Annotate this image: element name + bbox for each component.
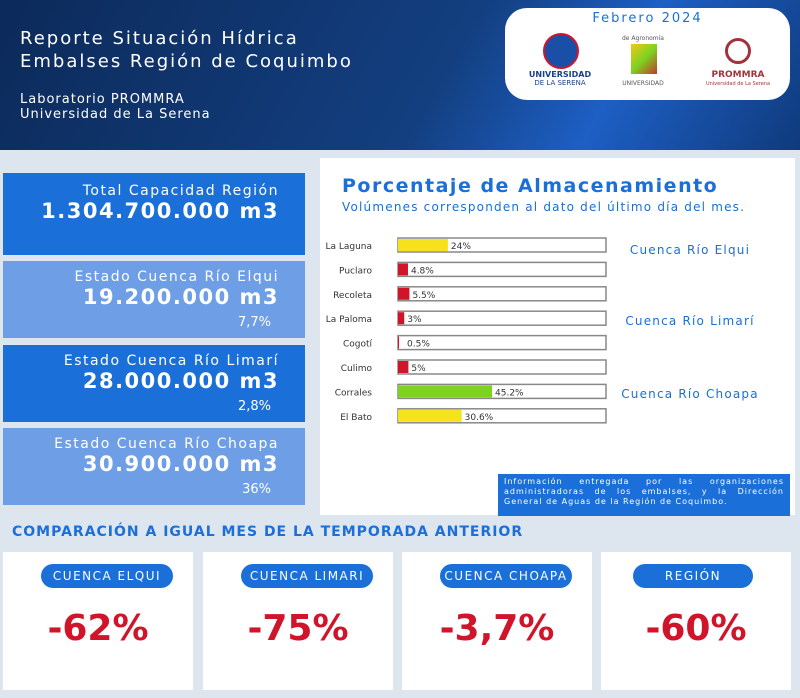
logo-icon bbox=[631, 44, 657, 74]
bar bbox=[398, 361, 409, 373]
value-label: 24% bbox=[451, 242, 471, 252]
value-label: 45.2% bbox=[495, 388, 524, 398]
chart-panel: Porcentaje de Almacenamiento Volúmenes co… bbox=[320, 158, 795, 516]
summary-label: Total Capacidad Región bbox=[82, 183, 279, 199]
category-label: La Laguna bbox=[325, 242, 372, 252]
comparison-card: REGIÓN -60% bbox=[601, 552, 791, 690]
logo-text: UNIVERSIDAD bbox=[622, 80, 664, 87]
summary-label: Estado Cuenca Río Choapa bbox=[54, 436, 279, 452]
summary-label: Estado Cuenca Río Elqui bbox=[74, 269, 279, 285]
bar bbox=[398, 336, 400, 349]
bar bbox=[398, 287, 410, 300]
pill: CUENCA LIMARI bbox=[241, 564, 373, 588]
category-label: La Paloma bbox=[326, 315, 372, 325]
note: Información entregada por las organizaci… bbox=[498, 474, 790, 516]
summary-box: Estado Cuenca Río Choapa 30.900.000 m3 36% bbox=[3, 428, 305, 505]
org: Universidad de La Serena bbox=[20, 107, 211, 122]
summary-percent: 2,8% bbox=[237, 399, 271, 414]
logo-text: de Agronomía bbox=[622, 35, 664, 42]
summary-value: 28.000.000 m3 bbox=[82, 369, 279, 393]
bar bbox=[398, 385, 493, 398]
pill: CUENCA ELQUI bbox=[41, 564, 173, 588]
org: Laboratorio PROMMRA bbox=[20, 92, 185, 107]
category-label: Cogotí bbox=[343, 340, 373, 350]
summary-box: Total Capacidad Región 1.304.700.000 m3 bbox=[3, 173, 305, 255]
chart-title: Porcentaje de Almacenamiento bbox=[342, 175, 718, 197]
group-label: Cuenca Río Choapa bbox=[621, 387, 759, 401]
category-label: Puclaro bbox=[339, 266, 372, 276]
summary-value: 30.900.000 m3 bbox=[82, 452, 279, 476]
pill: CUENCA CHOAPA bbox=[440, 564, 572, 588]
logo-icon bbox=[543, 33, 579, 69]
value-label: 5% bbox=[411, 364, 426, 374]
comparison-value: -75% bbox=[247, 608, 349, 649]
comparison-value: -3,7% bbox=[439, 608, 555, 649]
category-label: El Bato bbox=[340, 413, 372, 423]
logo-text: Universidad de La Serena bbox=[705, 81, 771, 87]
comparison-card: CUENCA ELQUI -62% bbox=[3, 552, 193, 690]
summary-label: Estado Cuenca Río Limarí bbox=[63, 353, 279, 369]
value-label: 4.8% bbox=[411, 266, 434, 276]
summary-percent: 36% bbox=[242, 482, 271, 497]
category-label: Culimo bbox=[341, 364, 373, 374]
comparison-value: -60% bbox=[645, 608, 747, 649]
logo-text: DE LA SERENA bbox=[534, 79, 586, 87]
comparison-card: CUENCA LIMARI -75% bbox=[203, 552, 393, 690]
logo-box: Febrero 2024 UNIVERSIDAD DE LA SERENA de… bbox=[505, 8, 790, 100]
chart-subtitle: Volúmenes corresponden al dato del últim… bbox=[342, 200, 745, 214]
date: Febrero 2024 bbox=[592, 11, 703, 26]
chart: Porcentaje de Almacenamiento Volúmenes co… bbox=[325, 175, 759, 424]
summary-value: 1.304.700.000 m3 bbox=[41, 199, 279, 223]
summary-box: Estado Cuenca Río Limarí 28.000.000 m3 2,8… bbox=[3, 345, 305, 422]
summary-box: Estado Cuenca Río Elqui 19.200.000 m3 7,7% bbox=[3, 261, 305, 338]
value-label: 3% bbox=[407, 315, 422, 325]
bar bbox=[398, 409, 462, 422]
section-title: COMPARACIÓN A IGUAL MES DE LA TEMPORADA … bbox=[12, 524, 524, 540]
logo-icon bbox=[725, 38, 751, 64]
category-label: Corrales bbox=[335, 388, 373, 398]
bar bbox=[398, 239, 448, 251]
group-label: Cuenca Río Elqui bbox=[630, 243, 750, 257]
bar-track bbox=[397, 359, 607, 375]
comparison-value: -62% bbox=[47, 608, 149, 649]
summary-value: 19.200.000 m3 bbox=[82, 285, 279, 309]
bar bbox=[398, 263, 408, 276]
logo-text: PROMMRA bbox=[711, 70, 765, 80]
bar-track bbox=[397, 310, 607, 326]
value-label: 0.5% bbox=[407, 340, 430, 350]
pill: REGIÓN bbox=[633, 564, 753, 588]
summary-percent: 7,7% bbox=[237, 315, 271, 330]
title: Embalses Región de Coquimbo bbox=[20, 51, 353, 72]
comparison-card: CUENCA CHOAPA -3,7% bbox=[402, 552, 592, 690]
value-label: 30.6% bbox=[465, 413, 494, 423]
group-label: Cuenca Río Limarí bbox=[625, 314, 754, 328]
title: Reporte Situación Hídrica bbox=[20, 28, 299, 49]
bar bbox=[398, 312, 405, 325]
value-label: 5.5% bbox=[412, 291, 435, 301]
logo-text: UNIVERSIDAD bbox=[528, 70, 592, 79]
category-label: Recoleta bbox=[333, 291, 372, 301]
